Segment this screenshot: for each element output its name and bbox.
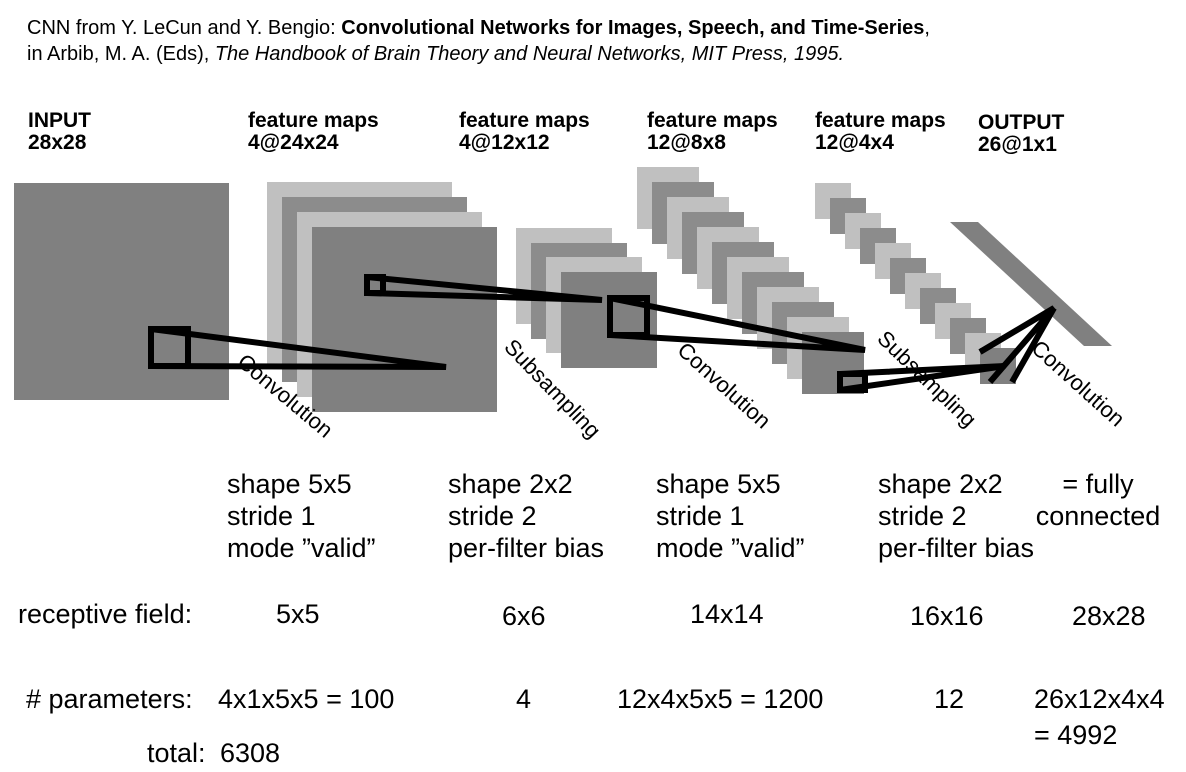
op-param: shape 2x2 <box>448 469 573 499</box>
op-param: shape 5x5 <box>656 469 781 499</box>
op-params-c1: shape 5x5 stride 1 mode ”valid” <box>227 468 376 564</box>
receptive-field-value: 5x5 <box>276 599 320 629</box>
citation-line-1: CNN from Y. LeCun and Y. Bengio: Convolu… <box>27 15 930 41</box>
receptive-field-value: 16x16 <box>910 601 984 631</box>
op-param: mode ”valid” <box>656 533 805 563</box>
connector-lines <box>148 274 1057 393</box>
c1-kernel-projection <box>150 326 447 370</box>
layer-title: OUTPUT <box>978 111 1065 134</box>
layer-title: feature maps <box>459 109 590 132</box>
op-param: connected <box>1035 501 1161 531</box>
op-params-c3: shape 5x5 stride 1 mode ”valid” <box>656 468 805 564</box>
receptive-field-value: 28x28 <box>1072 601 1146 631</box>
op-params-s2: shape 2x2 stride 2 per-filter bias <box>448 468 604 564</box>
layer-header-input: INPUT 28x28 <box>28 110 91 154</box>
operation-label: Convolution <box>673 337 776 433</box>
op-param: stride 1 <box>227 501 316 531</box>
layer-header-c1: feature maps 4@24x24 <box>248 110 379 154</box>
layer-size: 12@8x8 <box>647 131 726 154</box>
citation-title: Convolutional Networks for Images, Speec… <box>341 17 925 39</box>
parameters-total-label: total: <box>147 738 206 768</box>
parameters-value: 12x4x5x5 = 1200 <box>617 684 824 714</box>
op-param: stride 2 <box>878 501 967 531</box>
citation-line-2: in Arbib, M. A. (Eds), The Handbook of B… <box>27 41 844 67</box>
fc-projection-2 <box>1009 306 1057 384</box>
layer-title: feature maps <box>647 109 778 132</box>
layer-title: feature maps <box>815 109 946 132</box>
op-param: mode ”valid” <box>227 533 376 563</box>
receptive-field-value: 6x6 <box>502 601 546 631</box>
c3-kernel-projection <box>609 295 866 353</box>
citation-book: The Handbook of Brain Theory and Neural … <box>214 43 845 65</box>
parameters-total-value: 6308 <box>220 738 281 768</box>
layer-size: 26@1x1 <box>978 133 1057 156</box>
op-param: stride 2 <box>448 501 537 531</box>
citation-line2-prefix: in Arbib, M. A. (Eds), <box>27 43 215 65</box>
parameters-value: 12 <box>934 684 965 714</box>
layer-header-s4: feature maps 12@4x4 <box>815 110 946 154</box>
layer-title: INPUT <box>28 109 91 132</box>
layer-header-c3: feature maps 12@8x8 <box>647 110 778 154</box>
layer-size: 4@12x12 <box>459 131 550 154</box>
citation-comma: , <box>924 17 930 39</box>
parameters-value: = 4992 <box>1034 720 1118 750</box>
parameters-value: 4x1x5x5 = 100 <box>218 684 395 714</box>
op-param: shape 2x2 <box>878 469 1003 499</box>
layer-size: 12@4x4 <box>815 131 894 154</box>
op-param: shape 5x5 <box>227 469 352 499</box>
parameters-value: 26x12x4x4 <box>1034 684 1165 714</box>
receptive-field-value: 14x14 <box>690 599 764 629</box>
layer-header-s2: feature maps 4@12x12 <box>459 110 590 154</box>
op-params-s4: shape 2x2 stride 2 per-filter bias <box>878 468 1034 564</box>
citation-prefix: CNN from Y. LeCun and Y. Bengio: <box>27 17 342 39</box>
layer-title: feature maps <box>248 109 379 132</box>
c3-feature-maps <box>637 167 864 394</box>
parameters-label: # parameters: <box>26 684 193 714</box>
op-param: stride 1 <box>656 501 745 531</box>
s2-kernel-projection <box>366 274 603 303</box>
output-units <box>950 222 1112 346</box>
op-param: = fully <box>1062 469 1134 499</box>
op-param: per-filter bias <box>878 533 1035 563</box>
receptive-field-label: receptive field: <box>18 599 193 629</box>
s2-feature-maps <box>516 228 657 368</box>
parameters-value: 4 <box>516 684 532 714</box>
c1-map-4 <box>312 227 497 412</box>
layer-header-output: OUTPUT 26@1x1 <box>978 112 1064 156</box>
layer-size: 28x28 <box>28 131 87 154</box>
operation-label: Convolution <box>1027 335 1130 431</box>
op-param: per-filter bias <box>448 533 605 563</box>
op-params-fc: = fully connected <box>1023 468 1173 532</box>
layer-size: 4@24x24 <box>248 131 339 154</box>
